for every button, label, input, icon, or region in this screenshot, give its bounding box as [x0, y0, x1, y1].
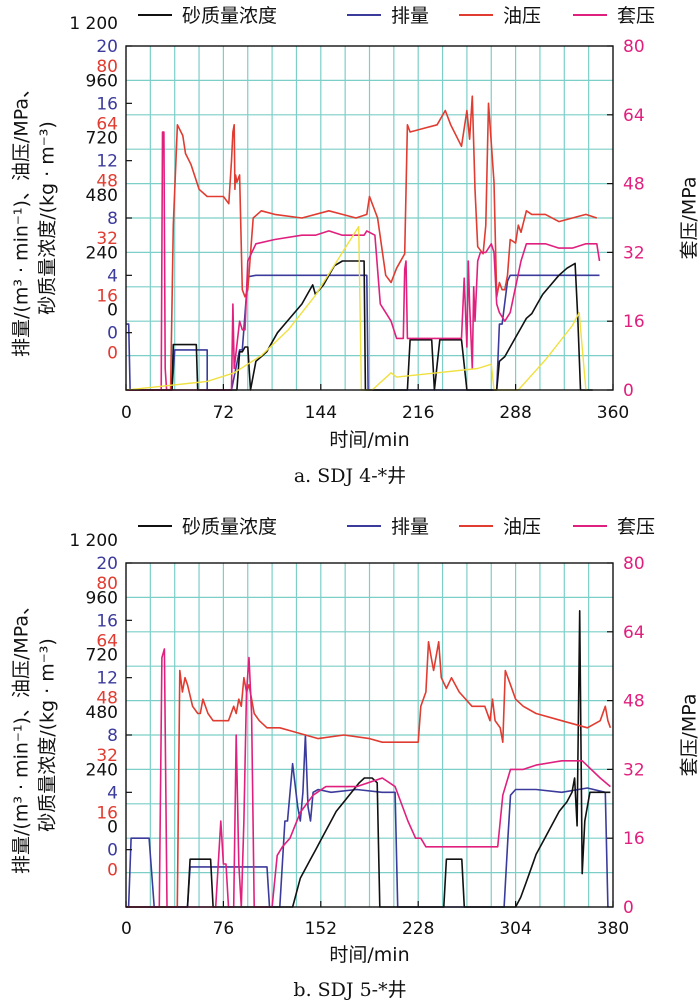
x-axis-title: 时间/min	[329, 944, 409, 966]
y-tick-label-oil: 64	[96, 114, 118, 134]
y-axis-title-line2: 砂质量浓度/(kg · m⁻³)	[37, 121, 59, 315]
legend-label: 排量	[391, 5, 429, 27]
x-tick-label: 304	[499, 919, 531, 939]
y2-tick-label: 16	[623, 829, 645, 849]
y2-tick-label: 48	[623, 175, 645, 195]
y-tick-label-oil: 16	[96, 803, 118, 823]
y-tick-label-sand: 480	[86, 186, 118, 206]
plot-series	[125, 95, 601, 391]
y-tick-label-sand: 1 200	[69, 531, 118, 551]
y-tick-label-rate: 20	[96, 554, 118, 574]
y-tick-label-oil: 16	[96, 286, 118, 306]
y-tick-label-rate: 0	[107, 841, 118, 861]
y-tick-label-sand: 720	[86, 129, 118, 149]
series-line-proppant-curve	[125, 225, 587, 391]
series-line-oil-pressure	[126, 640, 612, 908]
y-tick-label-sand: 720	[86, 646, 118, 666]
y2-axis-title: 套压/MPa	[679, 176, 700, 259]
y-axis-title-line2: 砂质量浓度/(kg · m⁻³)	[37, 638, 59, 832]
x-tick-label: 0	[121, 403, 132, 423]
x-tick-label: 228	[402, 919, 434, 939]
x-tick-label: 72	[213, 403, 235, 423]
series-line-casing-pressure	[126, 648, 611, 908]
legend-label: 砂质量浓度	[182, 5, 277, 27]
x-tick-label: 76	[213, 919, 235, 939]
y-tick-label-sand: 1 200	[69, 14, 118, 34]
chart-caption: a. SDJ 4-*井	[294, 465, 406, 487]
y-tick-label-rate: 12	[96, 152, 118, 172]
y-tick-label-rate: 12	[96, 669, 118, 689]
y2-tick-label: 32	[623, 760, 645, 780]
y-tick-label-sand: 240	[86, 760, 118, 780]
x-tick-label: 216	[402, 403, 434, 423]
x-tick-label: 360	[597, 403, 629, 423]
y2-tick-label: 48	[623, 692, 645, 712]
y-axis-title-line1: 排量/(m³ · min⁻¹)、油压/MPa、	[11, 596, 33, 874]
y2-tick-label: 80	[623, 37, 645, 57]
y2-tick-label: 64	[623, 106, 645, 126]
grid	[126, 563, 613, 907]
legend-label: 油压	[503, 516, 541, 538]
y2-tick-label: 0	[623, 898, 634, 918]
grid	[126, 46, 613, 390]
y-tick-label-rate: 16	[96, 94, 118, 114]
y-tick-label-oil: 48	[96, 689, 118, 709]
y-tick-label-oil: 0	[107, 344, 118, 364]
chart-caption: b. SDJ 5-*井	[293, 979, 406, 1001]
y-tick-label-rate: 20	[96, 37, 118, 57]
y-tick-label-sand: 0	[107, 818, 118, 838]
y-tick-label-sand: 480	[86, 703, 118, 723]
legend-label: 套压	[617, 5, 655, 27]
y-tick-label-rate: 0	[107, 324, 118, 344]
series-line-oil-pressure	[126, 95, 598, 391]
x-tick-label: 152	[305, 919, 337, 939]
y-tick-label-rate: 4	[107, 266, 118, 286]
legend: 砂质量浓度 排量 油压 套压	[138, 516, 655, 538]
y-tick-label-oil: 64	[96, 631, 118, 651]
right-y-axis: 0 16 32 48 64 80	[607, 554, 645, 918]
y-tick-label-sand: 240	[86, 243, 118, 263]
y-tick-label-sand: 960	[86, 588, 118, 608]
y-tick-label-oil: 80	[96, 57, 118, 77]
y-axis-title-line1: 排量/(m³ · min⁻¹)、油压/MPa、	[11, 79, 33, 357]
legend-label: 套压	[617, 516, 655, 538]
right-y-axis: 0 16 32 48 64 80	[607, 37, 645, 401]
y-tick-label-oil: 32	[96, 229, 118, 249]
y2-tick-label: 80	[623, 554, 645, 574]
y-tick-label-rate: 8	[107, 726, 118, 746]
y-tick-label-rate: 8	[107, 209, 118, 229]
x-axis: 0 72 144 216 288 360	[121, 384, 629, 423]
y-tick-label-sand: 0	[107, 301, 118, 321]
y-tick-label-oil: 0	[107, 861, 118, 881]
y2-tick-label: 16	[623, 312, 645, 332]
legend-label: 油压	[503, 5, 541, 27]
legend-label: 排量	[391, 516, 429, 538]
x-axis-title: 时间/min	[329, 429, 409, 451]
y-tick-label-sand: 960	[86, 71, 118, 91]
y2-axis-title: 套压/MPa	[679, 693, 700, 776]
y2-tick-label: 64	[623, 623, 645, 643]
x-tick-label: 144	[305, 403, 337, 423]
x-tick-label: 380	[597, 919, 629, 939]
series-line-casing-pressure	[126, 131, 601, 391]
y-tick-label-rate: 16	[96, 611, 118, 631]
y-tick-label-oil: 48	[96, 172, 118, 192]
x-tick-label: 288	[499, 403, 531, 423]
y-tick-label-rate: 4	[107, 783, 118, 803]
x-tick-label: 0	[121, 919, 132, 939]
y-tick-label-oil: 32	[96, 746, 118, 766]
y2-tick-label: 32	[623, 243, 645, 263]
series-line-pump-rate	[126, 734, 609, 908]
x-axis: 0 76 152 228 304 380	[121, 901, 629, 939]
legend: 砂质量浓度 排量 油压 套压	[138, 5, 655, 27]
y2-tick-label: 0	[623, 381, 634, 401]
legend-label: 砂质量浓度	[182, 516, 277, 538]
y-tick-label-oil: 80	[96, 574, 118, 594]
